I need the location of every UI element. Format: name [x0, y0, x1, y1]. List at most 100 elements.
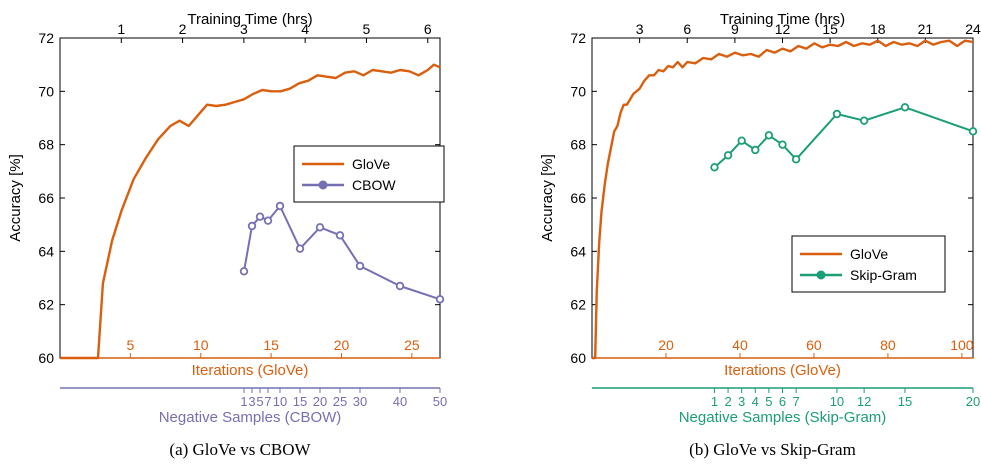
- y-tick-label: 68: [570, 137, 586, 153]
- y-axis-label: Accuracy [%]: [7, 154, 24, 242]
- neg-tick-label: 10: [273, 394, 287, 409]
- neg-tick-label: 20: [966, 394, 980, 409]
- neg-tick-label: 1: [240, 394, 247, 409]
- glove-tick-label: 25: [404, 337, 420, 353]
- data-point: [355, 261, 365, 271]
- legend: GloVe Skip-Gram: [791, 235, 946, 293]
- glove-tick-label: 60: [806, 337, 822, 353]
- top-tick-label: 1: [117, 21, 125, 37]
- top-axis-label: Training Time (hrs): [187, 11, 312, 28]
- chart-1: 60 62 64 66 68 70 72 Accuracy [%] 1 2 3 4 5 6 Training…: [7, 11, 447, 459]
- top-tick-label: 3: [636, 21, 644, 37]
- legend-box: [791, 235, 946, 293]
- y-tick-label: 60: [38, 350, 54, 366]
- top-tick-label: 6: [683, 21, 691, 37]
- top-tick-label: 12: [775, 21, 791, 37]
- data-point: [791, 155, 801, 164]
- neg-axis-label: Negative Samples (CBOW): [159, 409, 342, 426]
- legend-marker: [816, 270, 826, 280]
- series-line: [243, 205, 441, 301]
- neg-tick-label: 12: [857, 394, 871, 409]
- data-point: [315, 223, 325, 232]
- neg-tick-label: 40: [393, 394, 407, 409]
- series-glove: [592, 39, 974, 360]
- series-glove: [60, 63, 441, 360]
- neg-tick-label: 3: [738, 394, 745, 409]
- data-point: [778, 140, 787, 149]
- top-tick-label: 4: [301, 21, 309, 37]
- data-point: [239, 267, 249, 276]
- y-tick-label: 72: [38, 30, 54, 46]
- y-tick-label: 66: [570, 190, 586, 206]
- y-tick-label: 62: [38, 297, 54, 313]
- y-tick-label: 70: [570, 83, 586, 99]
- data-point: [247, 221, 257, 231]
- data-point: [295, 244, 305, 253]
- y-tick-label: 64: [570, 243, 586, 259]
- neg-tick-label: 2: [724, 394, 731, 409]
- legend-marker: [318, 180, 328, 190]
- data-point: [764, 131, 774, 140]
- data-point: [832, 109, 842, 119]
- neg-tick-label: 50: [433, 394, 447, 409]
- top-tick-label: 5: [363, 21, 371, 37]
- data-point: [335, 231, 345, 240]
- top-tick-label: 2: [179, 21, 187, 37]
- glove-axis-label: Iterations (GloVe): [724, 362, 841, 379]
- neg-tick-label: 10: [830, 394, 844, 409]
- data-point: [710, 163, 719, 172]
- neg-tick-label: 25: [333, 394, 347, 409]
- data-point: [435, 295, 445, 304]
- legend-label: GloVe: [850, 246, 888, 262]
- legend: GloVe CBOW: [293, 145, 445, 203]
- neg-tick-label: 5: [765, 394, 772, 409]
- glove-tick-label: 100: [950, 337, 974, 353]
- series-line: [592, 39, 974, 360]
- neg-tick-label: 6: [779, 394, 786, 409]
- neg-tick-label: 15: [293, 394, 307, 409]
- y-tick-label: 72: [570, 30, 586, 46]
- legend-label: Skip-Gram: [850, 267, 917, 283]
- glove-tick-label: 5: [126, 337, 134, 353]
- series-skip-gram: [710, 103, 978, 172]
- top-axis-label: Training Time (hrs): [720, 11, 845, 28]
- top-tick-label: 9: [731, 21, 739, 37]
- data-point: [751, 145, 760, 155]
- glove-tick-label: 40: [732, 337, 748, 353]
- top-tick-label: 24: [965, 21, 981, 37]
- neg-axis-label: Negative Samples (Skip-Gram): [679, 409, 887, 426]
- data-point: [968, 127, 978, 136]
- data-point: [723, 151, 733, 160]
- neg-tick-label: 7: [792, 394, 799, 409]
- top-tick-label: 18: [870, 21, 886, 37]
- glove-axis-label: Iterations (GloVe): [192, 362, 309, 379]
- y-tick-label: 62: [570, 297, 586, 313]
- y-tick-label: 68: [38, 137, 54, 153]
- neg-tick-label: 5: [256, 394, 263, 409]
- neg-tick-label: 4: [752, 394, 759, 409]
- data-point: [255, 212, 265, 221]
- plot-frame: [591, 37, 974, 359]
- series-line: [713, 106, 974, 169]
- neg-tick-label: 15: [898, 394, 912, 409]
- neg-tick-label: 20: [313, 394, 327, 409]
- y-tick-label: 64: [38, 243, 54, 259]
- y-tick-label: 70: [38, 83, 54, 99]
- series-cbow: [239, 201, 445, 304]
- glove-tick-label: 20: [658, 337, 674, 353]
- glove-tick-label: 20: [334, 337, 350, 353]
- data-point: [859, 116, 869, 125]
- neg-tick-label: 30: [353, 394, 367, 409]
- chart-caption: (a) GloVe vs CBOW: [169, 440, 311, 459]
- legend-label: GloVe: [352, 156, 390, 172]
- data-point: [737, 136, 746, 145]
- legend-label: CBOW: [352, 177, 396, 193]
- legend-box: [293, 145, 445, 203]
- top-tick-label: 3: [240, 21, 248, 37]
- data-point: [263, 216, 273, 225]
- data-point: [900, 103, 910, 112]
- chart-caption: (b) GloVe vs Skip-Gram: [689, 440, 856, 459]
- top-tick-label: 21: [918, 21, 934, 37]
